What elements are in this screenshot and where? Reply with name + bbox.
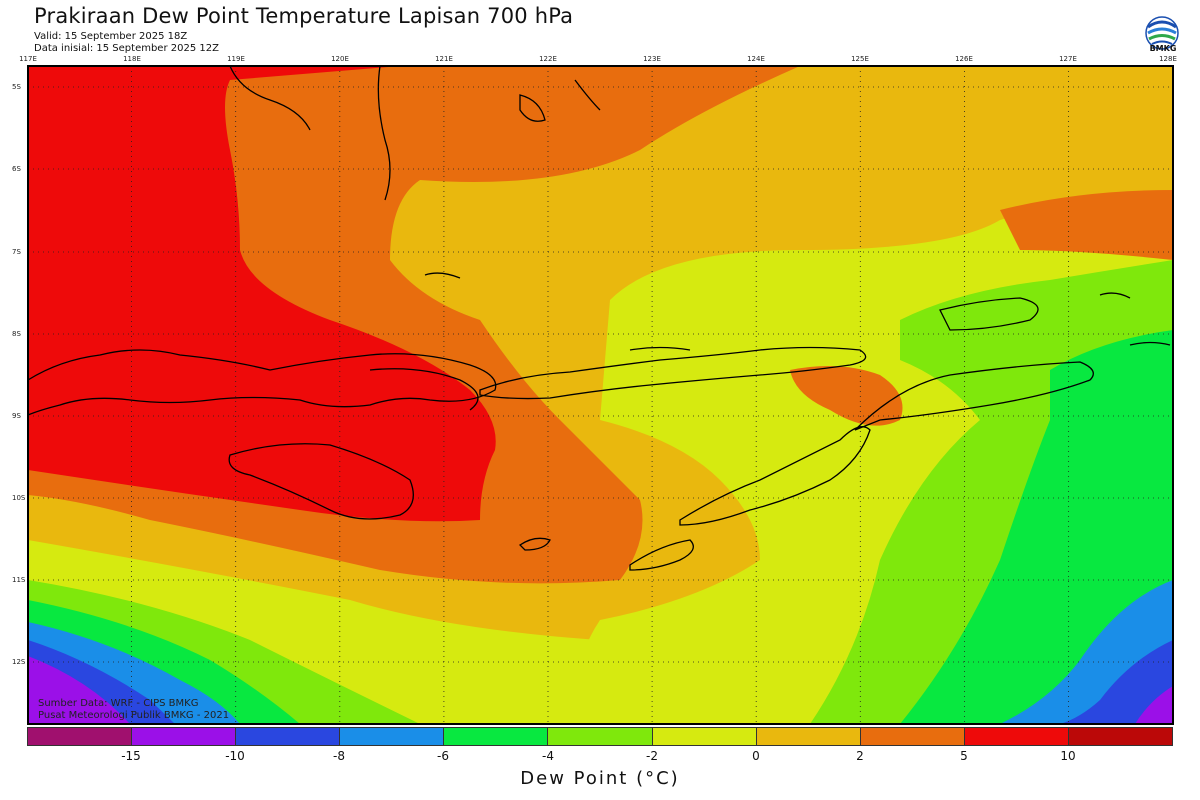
lat-label: 9S xyxy=(12,412,21,420)
coast-wetar xyxy=(939,297,1039,331)
lat-label: 11S xyxy=(12,576,26,584)
colorbar-tick: -2 xyxy=(646,749,658,763)
coast-flores xyxy=(479,346,867,400)
data-source: Sumber Data: WRF - CIPS BMKG xyxy=(38,698,199,709)
colorbar-segment xyxy=(548,728,653,745)
field-5-10 xyxy=(28,66,496,522)
lon-label: 123E xyxy=(643,55,661,63)
colorbar-tick: -6 xyxy=(437,749,449,763)
lon-label: 121E xyxy=(435,55,453,63)
field-neg6-neg4 xyxy=(900,330,1173,724)
map-border xyxy=(27,65,1174,725)
colorbar-segment xyxy=(236,728,341,745)
coastlines xyxy=(28,66,1171,571)
colorbar-segment xyxy=(1068,728,1173,745)
colorbar-tick: 5 xyxy=(960,749,968,763)
bmkg-logo-text: BMKG xyxy=(1149,44,1177,53)
lon-label: 117E xyxy=(19,55,37,63)
data-publisher: Pusat Meteorologi Publik BMKG - 2021 xyxy=(38,710,230,721)
coast-sabu xyxy=(518,537,551,551)
colorbar-tick: 0 xyxy=(752,749,760,763)
field-neg15-neg10 xyxy=(1135,686,1173,724)
lon-label: 120E xyxy=(331,55,349,63)
coast-lombok-sumbawa xyxy=(28,349,497,416)
colorbar-segment xyxy=(28,728,133,745)
coast-sumba xyxy=(228,443,414,520)
colorbar-segment xyxy=(756,728,861,745)
colorbar-tick: 2 xyxy=(856,749,864,763)
valid-time: Valid: 15 September 2025 18Z xyxy=(34,31,188,42)
colorbar xyxy=(27,727,1173,746)
colorbar-tick: -4 xyxy=(542,749,554,763)
lon-label: 126E xyxy=(955,55,973,63)
colorbar-segment xyxy=(964,728,1069,745)
lon-label: 119E xyxy=(227,55,245,63)
lat-label: 8S xyxy=(12,330,21,338)
colorbar-tick: -10 xyxy=(225,749,245,763)
lat-label: 7S xyxy=(12,248,21,256)
bmkg-logo-icon xyxy=(1145,16,1179,50)
field-neg10-neg8 xyxy=(1060,640,1173,724)
lon-label: 122E xyxy=(539,55,557,63)
coast-selayar xyxy=(229,66,311,131)
coast-timor-leste xyxy=(854,361,1094,431)
lat-label: 12S xyxy=(12,658,26,666)
field-2-5-timor xyxy=(790,366,903,426)
coast-timor xyxy=(679,426,871,526)
colorbar-segment xyxy=(132,728,237,745)
coast-sulawesi-south xyxy=(377,66,391,201)
page-title: Prakiraan Dew Point Temperature Lapisan … xyxy=(34,4,574,28)
lon-label: 127E xyxy=(1059,55,1077,63)
lat-label: 10S xyxy=(12,494,26,502)
coast-alor xyxy=(629,346,691,351)
colorbar-tick: -8 xyxy=(333,749,345,763)
grid-lines xyxy=(28,66,1173,724)
lon-label: 125E xyxy=(851,55,869,63)
colorbar-segment xyxy=(860,728,965,745)
init-time: Data inisial: 15 September 2025 12Z xyxy=(34,43,219,54)
coast-flores-sea-islands xyxy=(519,79,601,122)
colorbar-tick: 10 xyxy=(1060,749,1076,763)
lat-label: 5S xyxy=(12,83,21,91)
coast-sumbawa-east xyxy=(369,368,479,411)
coast-islands-mid xyxy=(424,272,461,279)
colorbar-segment xyxy=(444,728,549,745)
coast-north-timor xyxy=(1129,341,1171,346)
lon-label: 124E xyxy=(747,55,765,63)
lon-label: 128E xyxy=(1159,55,1177,63)
colorbar-tick: -15 xyxy=(121,749,141,763)
field-2-5-ne xyxy=(1000,190,1173,260)
colorbar-title: Dew Point (°C) xyxy=(520,768,680,789)
dewpoint-map xyxy=(27,65,1174,725)
colorbar-segment xyxy=(340,728,445,745)
coast-rote xyxy=(629,539,694,571)
lat-label: 6S xyxy=(12,165,21,173)
lon-label: 118E xyxy=(123,55,141,63)
colorbar-segment xyxy=(652,728,757,745)
field-neg15-neg10-sw xyxy=(28,656,130,724)
coast-tanimbar xyxy=(1099,292,1131,299)
